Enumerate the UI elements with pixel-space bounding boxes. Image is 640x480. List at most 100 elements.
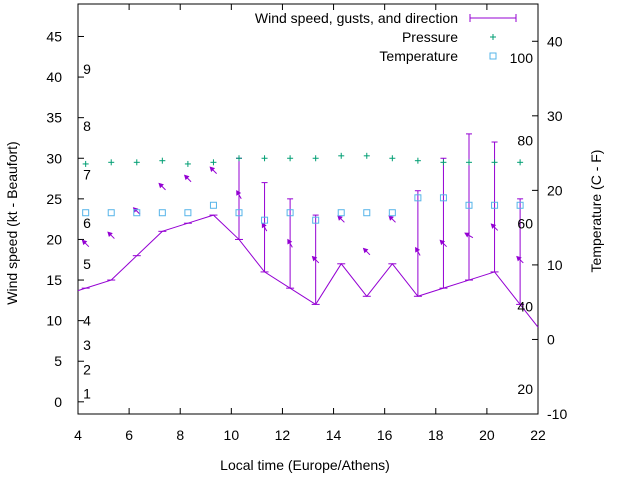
temperature-point <box>388 209 396 217</box>
x-tick-label: 18 <box>428 427 444 443</box>
legend-pressure-label: Pressure <box>402 29 458 45</box>
legend-wind-label: Wind speed, gusts, and direction <box>255 10 458 26</box>
y-axis-left-label: Wind speed (kt - Beaufort) <box>4 141 20 304</box>
x-tick-label: 10 <box>224 427 240 443</box>
x-tick-label: 14 <box>326 427 342 443</box>
temperature-point <box>312 216 320 224</box>
temperature-point <box>286 209 294 217</box>
temperature-point <box>261 216 269 224</box>
wind-direction-arrowhead <box>490 223 497 229</box>
wind-direction-arrowhead <box>261 222 267 229</box>
pressure-point <box>133 159 140 166</box>
pressure-point <box>287 155 294 162</box>
wind-direction-arrowhead <box>311 255 318 262</box>
temperature-point <box>133 209 141 217</box>
wind-direction-arrowhead <box>209 166 216 173</box>
x-tick-label: 8 <box>176 427 184 443</box>
y-left-tick-label: 30 <box>46 150 62 166</box>
wind-direction-arrowhead <box>362 247 369 254</box>
temperature-point <box>107 209 115 217</box>
legend-temperature-sample <box>489 52 497 60</box>
x-tick-label: 6 <box>125 427 133 443</box>
temperature-point <box>516 201 524 209</box>
y-left-tick-label: 20 <box>46 231 62 247</box>
wind-direction-arrowhead <box>415 246 421 253</box>
wind-direction-arrowhead <box>337 215 343 221</box>
fahrenheit-label: 20 <box>517 381 533 397</box>
x-tick-label: 4 <box>74 427 82 443</box>
wind-speed-line <box>77 214 539 328</box>
wind-direction-arrowhead <box>439 239 446 246</box>
beaufort-label: 6 <box>83 215 91 231</box>
x-tick-label: 16 <box>377 427 393 443</box>
wind-direction-arrowhead <box>158 182 164 189</box>
temperature-point <box>414 194 422 202</box>
temperature-point <box>439 194 447 202</box>
temperature-point <box>465 201 473 209</box>
y-left-tick-label: 40 <box>46 69 62 85</box>
x-tick-label: 12 <box>275 427 291 443</box>
beaufort-label: 5 <box>83 256 91 272</box>
pressure-point <box>236 155 242 162</box>
temperature-point <box>337 209 345 217</box>
beaufort-label: 1 <box>83 386 91 402</box>
wind-direction-arrowhead <box>516 255 522 262</box>
wind-direction-arrowhead <box>287 238 293 245</box>
y-right-tick-label: 40 <box>547 33 563 49</box>
beaufort-label: 7 <box>83 166 91 182</box>
temperature-point <box>184 209 192 217</box>
chart-series-group <box>77 14 539 328</box>
beaufort-label: 2 <box>83 361 91 377</box>
beaufort-label: 9 <box>83 61 91 77</box>
temperature-point <box>82 209 90 217</box>
pressure-point <box>466 159 472 166</box>
y-left-tick-label: 0 <box>54 394 62 410</box>
pressure-point <box>210 159 217 166</box>
pressure-point <box>440 159 447 166</box>
y-axis-right-label: Temperature (C - F) <box>588 150 604 273</box>
pressure-point <box>389 155 396 162</box>
pressure-point <box>517 159 524 166</box>
pressure-point <box>261 155 268 162</box>
beaufort-label: 4 <box>83 313 91 329</box>
pressure-point <box>184 160 191 167</box>
fahrenheit-label: 100 <box>510 50 534 66</box>
temperature-point <box>363 209 371 217</box>
y-right-tick-label: 20 <box>547 182 563 198</box>
temperature-point <box>235 209 243 217</box>
wind-direction-arrowhead <box>107 231 113 237</box>
y-right-tick-label: -10 <box>547 406 567 422</box>
y-left-tick-label: 25 <box>46 191 62 207</box>
legend-temperature-label: Temperature <box>379 48 458 64</box>
chart-frame-group <box>77 3 539 415</box>
wind-direction-arrowhead <box>236 189 242 196</box>
y-left-tick-label: 15 <box>46 272 62 288</box>
y-right-tick-label: 30 <box>547 108 563 124</box>
fahrenheit-label: 60 <box>517 215 533 231</box>
y-right-tick-label: 10 <box>547 257 563 273</box>
fahrenheit-label: 80 <box>517 133 533 149</box>
y-left-tick-label: 10 <box>46 313 62 329</box>
pressure-point <box>159 157 166 164</box>
pressure-point <box>82 160 89 167</box>
y-right-tick-label: 0 <box>547 331 555 347</box>
x-axis-label: Local time (Europe/Athens) <box>220 457 390 473</box>
wind-direction-arrowhead <box>81 239 88 246</box>
temperature-point <box>491 201 499 209</box>
chart-text-group: Local time (Europe/Athens) Wind speed (k… <box>4 10 604 473</box>
temperature-point <box>209 201 217 209</box>
fahrenheit-label: 40 <box>517 298 533 314</box>
y-left-tick-label: 45 <box>46 28 62 44</box>
x-tick-label: 20 <box>479 427 495 443</box>
temperature-point <box>158 209 166 217</box>
x-tick-label: 22 <box>530 427 546 443</box>
y-left-tick-label: 5 <box>54 353 62 369</box>
wind-direction-arrowhead <box>388 215 394 221</box>
pressure-point <box>312 155 319 162</box>
pressure-point <box>108 159 115 166</box>
wind-direction-arrowhead <box>464 232 470 238</box>
plot-frame <box>77 3 539 415</box>
y-left-tick-label: 35 <box>46 110 62 126</box>
pressure-point <box>363 152 370 159</box>
